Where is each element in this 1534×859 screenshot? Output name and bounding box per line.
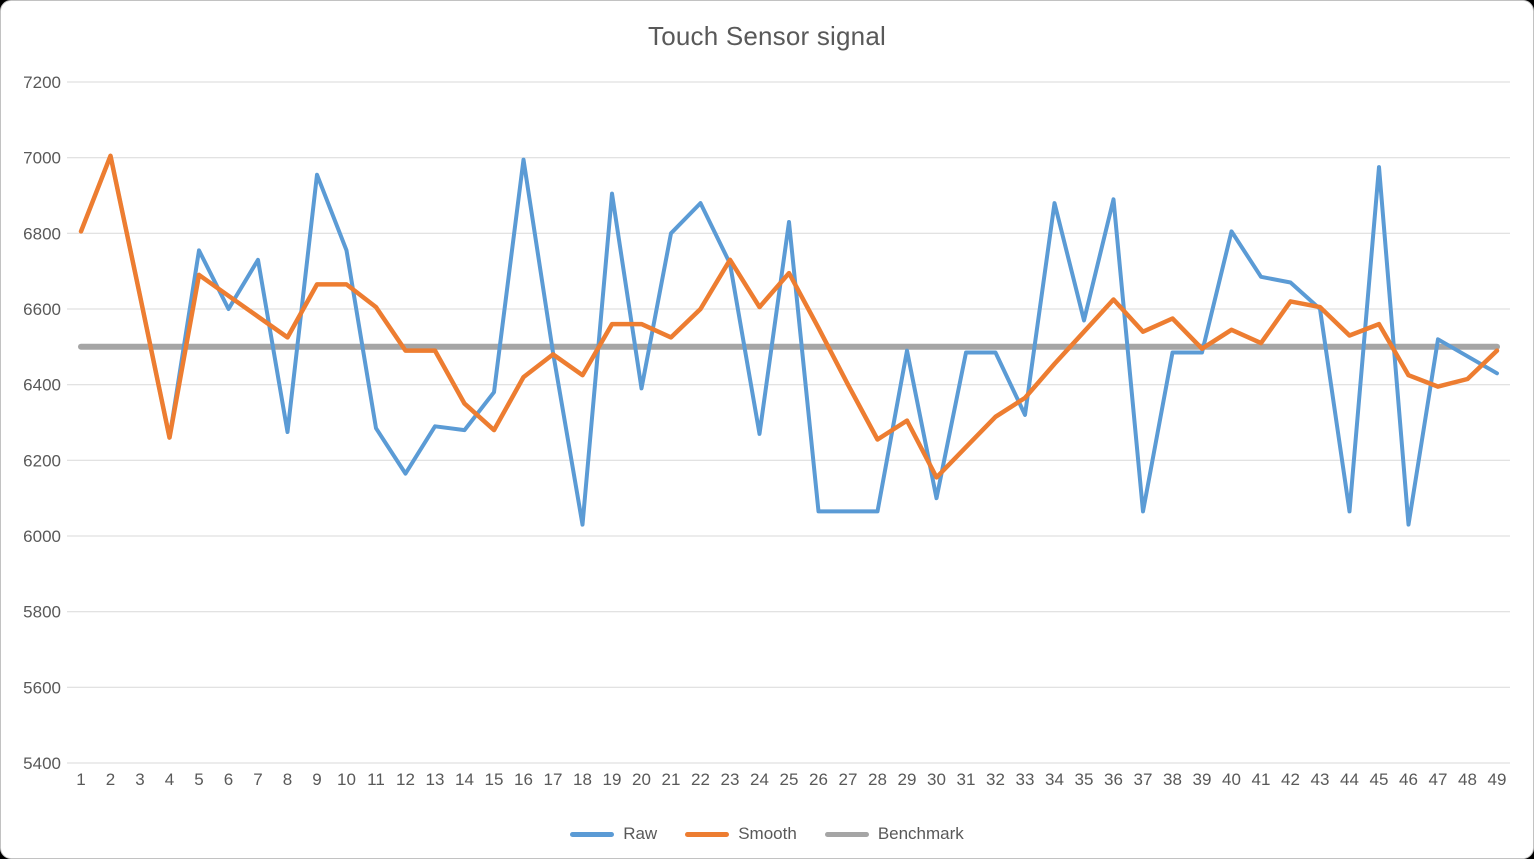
chart-title: Touch Sensor signal (648, 21, 886, 51)
y-tick-label: 6800 (23, 224, 61, 243)
x-tick-label: 9 (312, 770, 321, 789)
legend-label: Smooth (738, 824, 797, 843)
x-tick-label: 31 (957, 770, 976, 789)
x-tick-label: 5 (194, 770, 203, 789)
x-tick-label: 13 (426, 770, 445, 789)
x-tick-label: 26 (809, 770, 828, 789)
x-tick-label: 34 (1045, 770, 1064, 789)
x-tick-label: 47 (1429, 770, 1448, 789)
x-tick-label: 45 (1370, 770, 1389, 789)
y-tick-label: 5800 (23, 603, 61, 622)
x-tick-label: 16 (514, 770, 533, 789)
legend-item-raw[interactable]: Raw (570, 824, 657, 844)
chart-legend: Raw Smooth Benchmark (1, 824, 1533, 844)
x-tick-label: 15 (485, 770, 504, 789)
x-tick-label: 38 (1163, 770, 1182, 789)
smooth-line-swatch-icon (685, 831, 730, 837)
x-tick-label: 37 (1134, 770, 1153, 789)
x-tick-label: 7 (253, 770, 262, 789)
x-tick-label: 42 (1281, 770, 1300, 789)
y-tick-label: 6000 (23, 527, 61, 546)
x-tick-label: 48 (1458, 770, 1477, 789)
x-tick-label: 28 (868, 770, 887, 789)
x-tick-label: 30 (927, 770, 946, 789)
series-line-raw[interactable] (79, 153, 1499, 527)
series-line-smooth[interactable] (78, 153, 1500, 480)
legend-item-benchmark[interactable]: Benchmark (824, 824, 964, 844)
x-tick-label: 11 (367, 770, 385, 789)
y-tick-label: 5400 (23, 754, 61, 773)
x-tick-label: 17 (544, 770, 563, 789)
x-tick-label: 44 (1340, 770, 1359, 789)
x-tick-label: 6 (224, 770, 233, 789)
x-tick-label: 20 (632, 770, 651, 789)
x-tick-label: 49 (1488, 770, 1507, 789)
x-tick-label: 2 (106, 770, 115, 789)
legend-item-smooth[interactable]: Smooth (685, 824, 797, 844)
x-tick-label: 32 (986, 770, 1005, 789)
x-tick-label: 27 (839, 770, 858, 789)
x-tick-label: 23 (721, 770, 740, 789)
x-tick-label: 39 (1193, 770, 1212, 789)
x-tick-label: 25 (780, 770, 799, 789)
y-tick-label: 5600 (23, 678, 61, 697)
x-tick-label: 8 (283, 770, 292, 789)
x-tick-label: 12 (396, 770, 415, 789)
x-tick-label: 1 (76, 770, 85, 789)
x-tick-label: 29 (898, 770, 917, 789)
x-tick-label: 4 (165, 770, 174, 789)
benchmark-line-swatch-icon (824, 831, 869, 837)
x-tick-label: 3 (135, 770, 144, 789)
x-tick-label: 36 (1104, 770, 1123, 789)
y-tick-label: 6200 (23, 451, 61, 470)
x-tick-label: 33 (1016, 770, 1035, 789)
x-tick-label: 46 (1399, 770, 1418, 789)
y-tick-label: 6400 (23, 376, 61, 395)
x-tick-label: 22 (691, 770, 710, 789)
x-tick-label: 18 (573, 770, 592, 789)
y-tick-label: 6600 (23, 300, 61, 319)
x-tick-label: 19 (603, 770, 622, 789)
legend-label: Raw (623, 824, 658, 843)
x-tick-label: 24 (750, 770, 769, 789)
x-tick-label: 35 (1075, 770, 1094, 789)
raw-line-swatch-icon (570, 831, 615, 837)
x-tick-label: 43 (1311, 770, 1330, 789)
x-tick-label: 40 (1222, 770, 1241, 789)
x-tick-label: 41 (1252, 770, 1271, 789)
legend-label: Benchmark (877, 824, 964, 843)
y-tick-label: 7000 (23, 149, 61, 168)
x-tick-label: 10 (337, 770, 356, 789)
y-tick-label: 7200 (23, 73, 61, 92)
x-tick-label: 21 (662, 770, 681, 789)
x-tick-label: 14 (455, 770, 474, 789)
